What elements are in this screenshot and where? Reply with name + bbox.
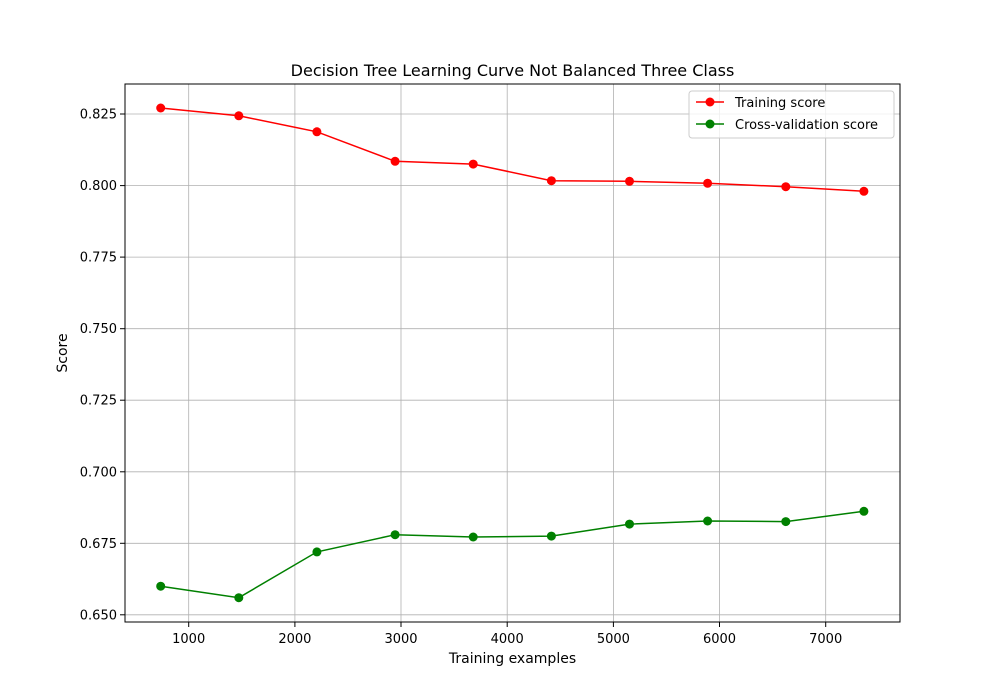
plot-frame	[124, 83, 901, 623]
grid	[125, 84, 900, 622]
series-1-point	[312, 547, 322, 557]
y-axis-label: Score	[55, 333, 71, 372]
y-tick-label: 0.800	[80, 179, 117, 194]
y-axis: 0.650 0.675 0.700 0.725 0.750 0.775 0.800 0.825	[80, 108, 125, 623]
y-tick-label: 0.675	[80, 537, 117, 552]
x-tick-label: 1000	[172, 632, 205, 647]
series-1-point	[546, 531, 556, 541]
series-1-point	[703, 516, 713, 526]
series-0-point	[546, 176, 556, 186]
series-0-point	[468, 159, 478, 169]
series-1-point	[468, 532, 478, 542]
legend: Training score Cross-validation score	[688, 90, 895, 139]
series-1-point	[781, 517, 791, 527]
series-0-point	[156, 103, 166, 113]
series-1-point	[234, 593, 244, 603]
series-0-point	[390, 156, 400, 166]
legend-label-training: Training score	[734, 96, 825, 111]
series-1-point	[859, 506, 869, 516]
x-tick-label: 6000	[703, 632, 736, 647]
series-layer	[156, 103, 869, 603]
x-axis: 1000 2000 3000 4000 5000 6000 7000	[172, 622, 842, 647]
chart-title: Decision Tree Learning Curve Not Balance…	[291, 61, 735, 80]
legend-box	[688, 90, 895, 139]
y-tick-label: 0.825	[80, 108, 117, 123]
series-0-point	[625, 176, 634, 186]
legend-marker-cross-validation	[705, 119, 715, 129]
x-tick-label: 5000	[597, 632, 630, 647]
y-tick-label: 0.775	[80, 251, 117, 266]
series-line-0	[160, 107, 864, 193]
series-1-point	[390, 530, 400, 540]
x-tick-label: 4000	[491, 632, 524, 647]
y-tick-label: 0.725	[80, 394, 117, 409]
x-axis-label: Training examples	[448, 651, 576, 667]
x-tick-label: 2000	[278, 632, 311, 647]
legend-marker-training	[705, 97, 715, 107]
series-0-point	[234, 111, 244, 121]
y-tick-label: 0.700	[80, 465, 117, 480]
series-0-point	[781, 182, 791, 192]
series-line-1	[160, 510, 864, 599]
y-tick-label: 0.750	[80, 322, 117, 337]
legend-label-cross-validation: Cross-validation score	[735, 118, 878, 133]
x-tick-label: 3000	[384, 632, 417, 647]
series-0-point	[859, 186, 869, 196]
series-0-point	[703, 178, 713, 188]
x-tick-label: 7000	[809, 632, 842, 647]
series-1-point	[156, 581, 166, 591]
series-1-point	[625, 519, 634, 529]
series-0-point	[312, 127, 322, 137]
y-tick-label: 0.650	[80, 608, 117, 623]
